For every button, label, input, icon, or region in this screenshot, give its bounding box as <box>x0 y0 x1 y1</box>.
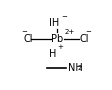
Text: Cl: Cl <box>24 33 33 44</box>
Text: IH: IH <box>49 18 59 28</box>
Text: NH: NH <box>68 63 83 73</box>
Text: Cl: Cl <box>80 33 89 44</box>
Text: −: − <box>62 14 68 20</box>
Text: 2+: 2+ <box>65 29 75 35</box>
Text: Pb: Pb <box>51 33 64 44</box>
Text: 2: 2 <box>77 65 82 71</box>
Text: −: − <box>86 29 92 35</box>
Text: H: H <box>49 49 57 59</box>
Text: +: + <box>57 44 63 50</box>
Text: −: − <box>21 29 27 35</box>
